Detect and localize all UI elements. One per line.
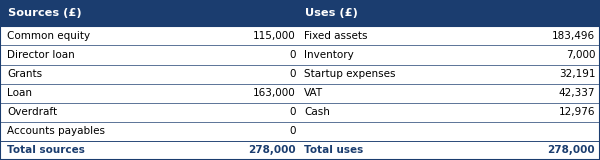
Text: Director loan: Director loan: [7, 50, 75, 60]
Text: 32,191: 32,191: [559, 69, 595, 79]
Text: Common equity: Common equity: [7, 31, 91, 41]
Text: 12,976: 12,976: [559, 107, 595, 117]
Text: 0: 0: [289, 50, 296, 60]
Text: 115,000: 115,000: [253, 31, 296, 41]
Text: 163,000: 163,000: [253, 88, 296, 98]
Text: 278,000: 278,000: [248, 145, 296, 156]
Text: Inventory: Inventory: [304, 50, 354, 60]
Text: Cash: Cash: [304, 107, 330, 117]
Text: 0: 0: [289, 69, 296, 79]
Text: 42,337: 42,337: [559, 88, 595, 98]
Text: Uses (£): Uses (£): [305, 8, 358, 18]
Text: 7,000: 7,000: [566, 50, 595, 60]
Text: 278,000: 278,000: [548, 145, 595, 156]
Text: Total sources: Total sources: [7, 145, 85, 156]
Text: Total uses: Total uses: [304, 145, 364, 156]
Text: Fixed assets: Fixed assets: [304, 31, 368, 41]
Text: Overdraft: Overdraft: [7, 107, 58, 117]
Text: Accounts payables: Accounts payables: [7, 126, 105, 136]
Text: 0: 0: [289, 107, 296, 117]
Text: Sources (£): Sources (£): [8, 8, 82, 18]
Bar: [0, 0, 600, 26]
Text: 0: 0: [289, 126, 296, 136]
Text: VAT: VAT: [304, 88, 323, 98]
Text: 183,496: 183,496: [552, 31, 595, 41]
Text: Startup expenses: Startup expenses: [304, 69, 396, 79]
Text: Grants: Grants: [7, 69, 43, 79]
Text: Loan: Loan: [7, 88, 32, 98]
